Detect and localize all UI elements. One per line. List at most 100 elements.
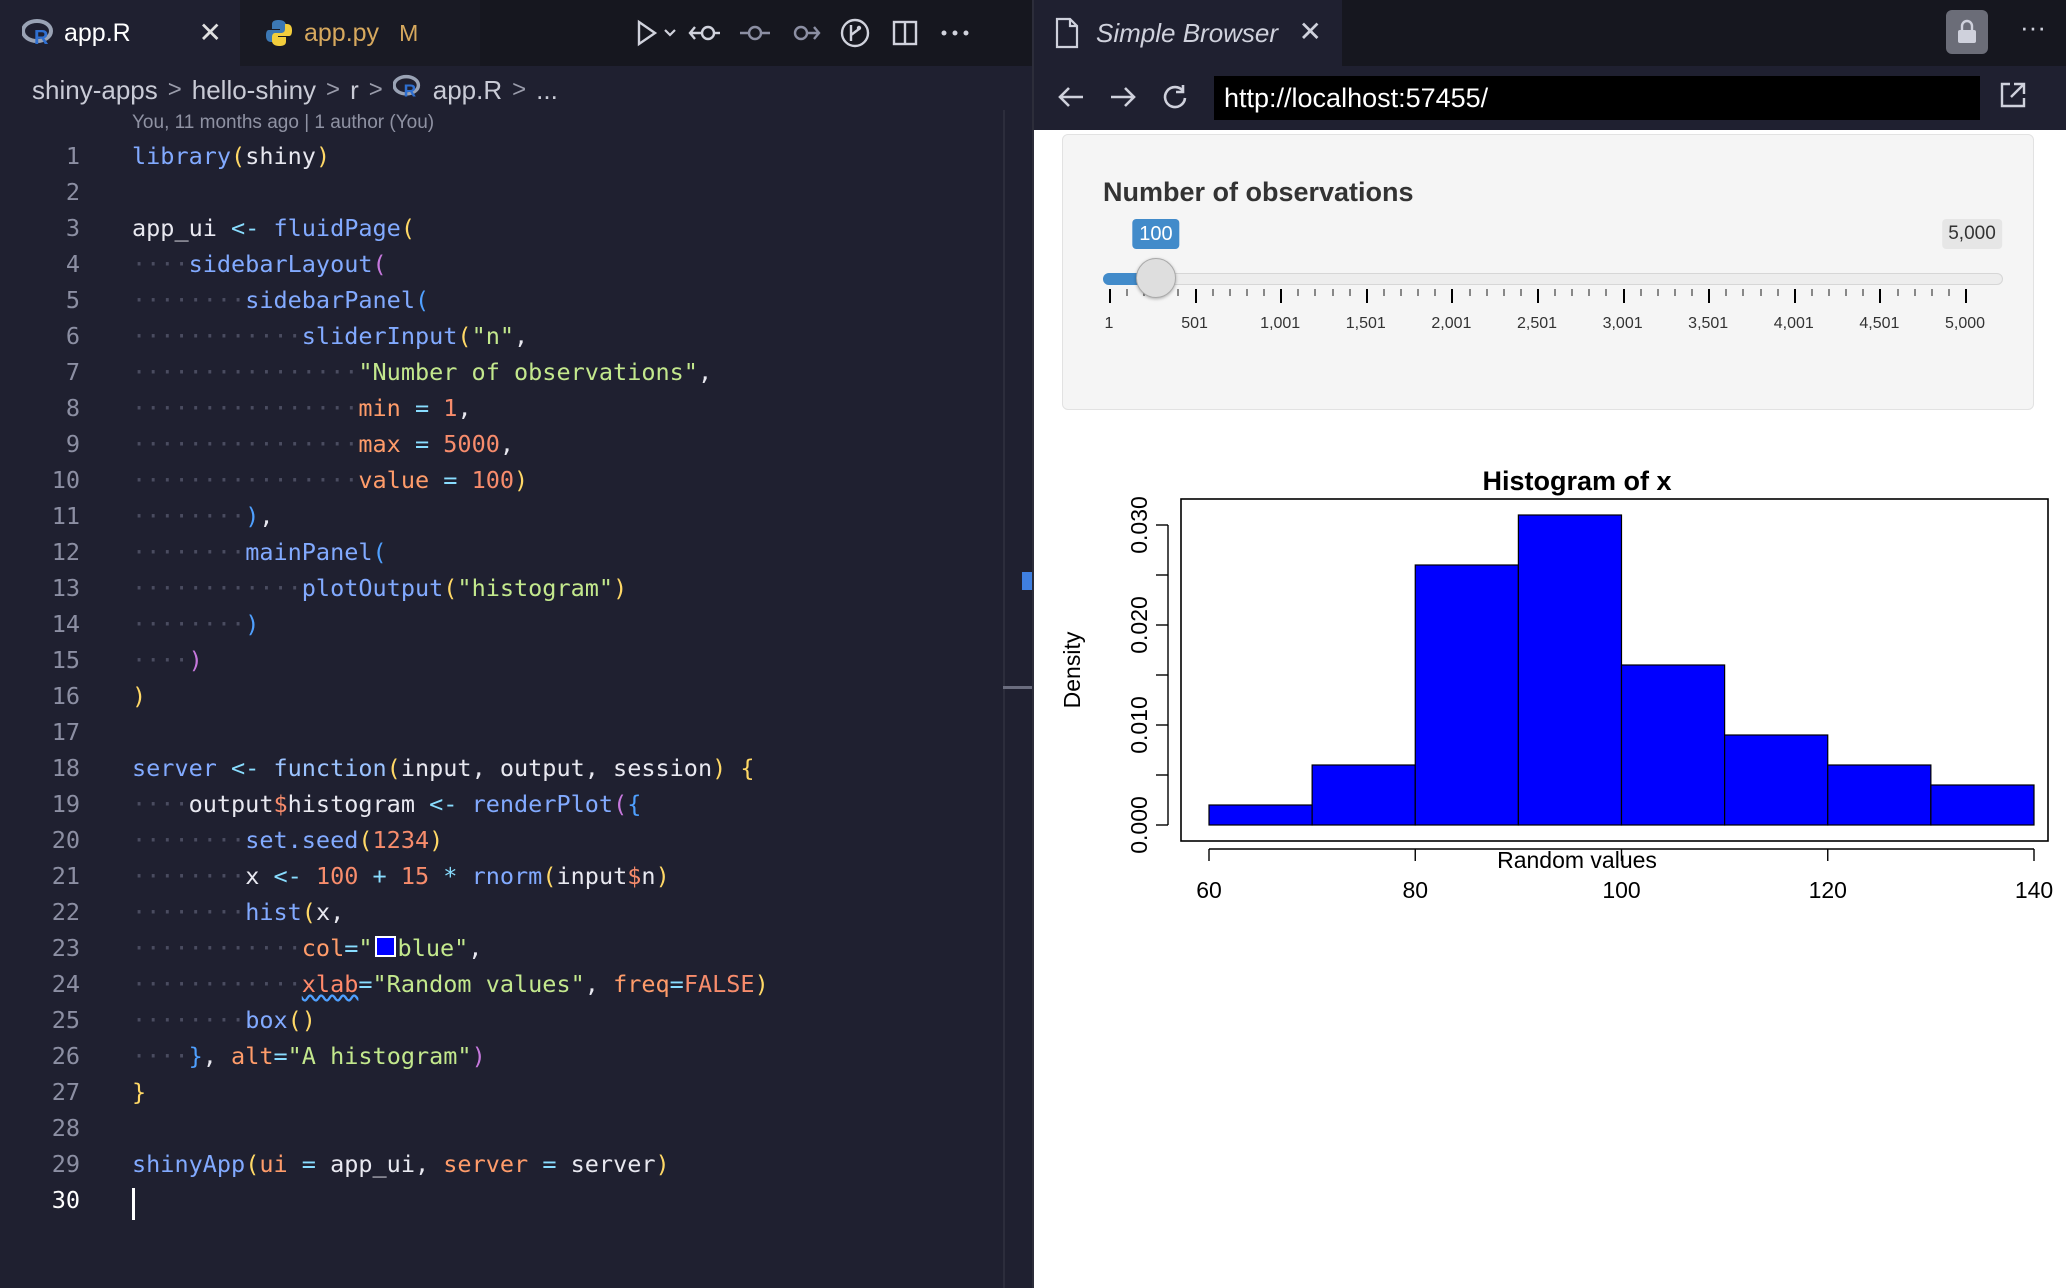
r-icon: R [392, 74, 423, 107]
histogram-bar [1827, 764, 1932, 826]
code-line: 28 [0, 1110, 1000, 1146]
slider-tick [1793, 289, 1796, 303]
slider-minor-tick [1588, 289, 1591, 296]
line-number: 19 [51, 790, 80, 818]
sidebar-panel: Number of observations 100 5,000 1 501 1,0… [1062, 134, 2034, 410]
code-line: 26 ····}, alt="A histogram") [0, 1038, 1000, 1074]
slider-tick-label: 501 [1181, 315, 1208, 332]
reload-icon[interactable] [1158, 80, 1192, 114]
scrollbar-track[interactable] [1003, 110, 1005, 1288]
code-line: 17 [0, 714, 1000, 750]
slider-minor-tick [1759, 289, 1762, 296]
split-editor-icon[interactable] [880, 12, 930, 54]
line-number: 25 [51, 1006, 80, 1034]
chevron-right-icon: > [326, 76, 341, 103]
pane-divider[interactable] [1032, 0, 1034, 1288]
git-commit-icon[interactable] [730, 12, 780, 54]
line-number: 12 [51, 538, 80, 566]
url-input[interactable]: http://localhost:57455/ [1214, 76, 1980, 120]
line-number: 13 [51, 574, 80, 602]
tab-app-r[interactable]: R app.R ✕ [0, 0, 240, 66]
git-compare-icon[interactable] [680, 12, 730, 54]
breadcrumb-item[interactable]: shiny-apps [32, 74, 158, 105]
slider-minor-tick [1228, 289, 1231, 296]
text-cursor [132, 1188, 135, 1220]
scrollbar-marker [1022, 572, 1032, 590]
slider-tick [1708, 289, 1711, 303]
browser-page: Number of observations 100 5,000 1 501 1,0… [1034, 130, 2066, 1288]
slider-minor-tick [1776, 289, 1779, 296]
breadcrumb-item[interactable]: app.R [432, 74, 503, 105]
lock-icon[interactable] [1946, 10, 1988, 54]
plot-box [1180, 498, 2049, 842]
python-icon [262, 16, 296, 50]
line-number: 14 [51, 610, 80, 638]
slider-minor-tick [1845, 289, 1848, 296]
line-number: 22 [51, 898, 80, 926]
close-icon[interactable]: ✕ [198, 17, 222, 48]
code-line: 19 ····output$histogram <- renderPlot({ [0, 786, 1000, 822]
line-number: 26 [51, 1042, 80, 1070]
line-number: 8 [65, 394, 80, 422]
slider-handle[interactable] [1135, 258, 1176, 298]
color-swatch[interactable] [374, 936, 396, 957]
histogram-bar [1620, 664, 1726, 826]
browser-nav-bar: http://localhost:57455/ [1034, 66, 2066, 130]
code-line: 2 [0, 174, 1000, 210]
slider-tick [1365, 289, 1368, 303]
slider-minor-tick [1828, 289, 1831, 296]
slider-minor-tick [1725, 289, 1728, 296]
more-icon[interactable] [930, 12, 980, 54]
slider-minor-tick [1639, 289, 1642, 296]
tab-simple-browser[interactable]: Simple Browser ✕ [1034, 0, 1342, 66]
slider-tick [1965, 289, 1967, 303]
slider-track[interactable] [1103, 273, 2003, 285]
line-number: 21 [51, 862, 80, 890]
slider-tick-label: 3,001 [1602, 315, 1643, 332]
slider-tick [1451, 289, 1454, 303]
code-line: 22 ········hist(x, [0, 894, 1000, 930]
histogram-bar [1930, 784, 2035, 826]
close-icon[interactable]: ✕ [1298, 16, 1322, 47]
scrollbar-thumb[interactable] [1003, 686, 1032, 689]
run-icon[interactable] [630, 12, 680, 54]
line-number: 29 [51, 1150, 80, 1178]
slider-tick [1194, 289, 1197, 303]
slider-minor-tick [1417, 289, 1420, 296]
open-external-icon[interactable] [1998, 80, 2032, 114]
slider-tick [1109, 289, 1111, 303]
code-line: 3 app_ui <- fluidPage( [0, 210, 1000, 246]
line-number: 18 [51, 754, 80, 782]
git-graph-icon[interactable] [830, 12, 880, 54]
slider-minor-tick [1245, 289, 1248, 296]
code-line: 21 ········x <- 100 + 15 * rnorm(input$n) [0, 858, 1000, 894]
file-icon [1054, 17, 1080, 49]
tab-app-py[interactable]: app.py M [240, 0, 480, 66]
back-icon[interactable] [1054, 80, 1088, 114]
slider-label: Number of observations [1103, 177, 1414, 207]
code-area[interactable]: 1 library(shiny) 2 3 app_ui <- fluidPage( … [0, 138, 1000, 1220]
slider-tick-label: 2,001 [1431, 315, 1472, 332]
code-line: 25 ········box() [0, 1002, 1000, 1038]
histogram-plot: Histogram of x Random values Density 60 8… [1059, 470, 2053, 903]
slider-tick-label: 4,501 [1859, 315, 1900, 332]
slider-minor-tick [1913, 289, 1916, 296]
git-next-icon[interactable] [780, 12, 830, 54]
more-icon[interactable]: ··· [2020, 12, 2046, 42]
code-line: 14 ········) [0, 606, 1000, 642]
breadcrumb-item[interactable]: ... [536, 74, 558, 105]
slider-minor-tick [1810, 289, 1813, 296]
line-number: 15 [51, 646, 80, 674]
x-tick-label: 120 [1809, 877, 1847, 903]
tab-label: Simple Browser [1096, 17, 1279, 48]
line-number: 9 [65, 430, 80, 458]
breadcrumb-item[interactable]: hello-shiny [191, 74, 317, 105]
breadcrumb-item[interactable]: r [350, 74, 359, 105]
slider-minor-tick [1519, 289, 1522, 296]
slider-tick [1622, 289, 1625, 303]
forward-icon[interactable] [1106, 80, 1140, 114]
y-tick-label: 0.030 [1126, 496, 1152, 554]
code-line: 11 ········), [0, 498, 1000, 534]
slider-minor-tick [1930, 289, 1933, 296]
code-line: 24 ············xlab="Random values", freq… [0, 966, 1000, 1002]
